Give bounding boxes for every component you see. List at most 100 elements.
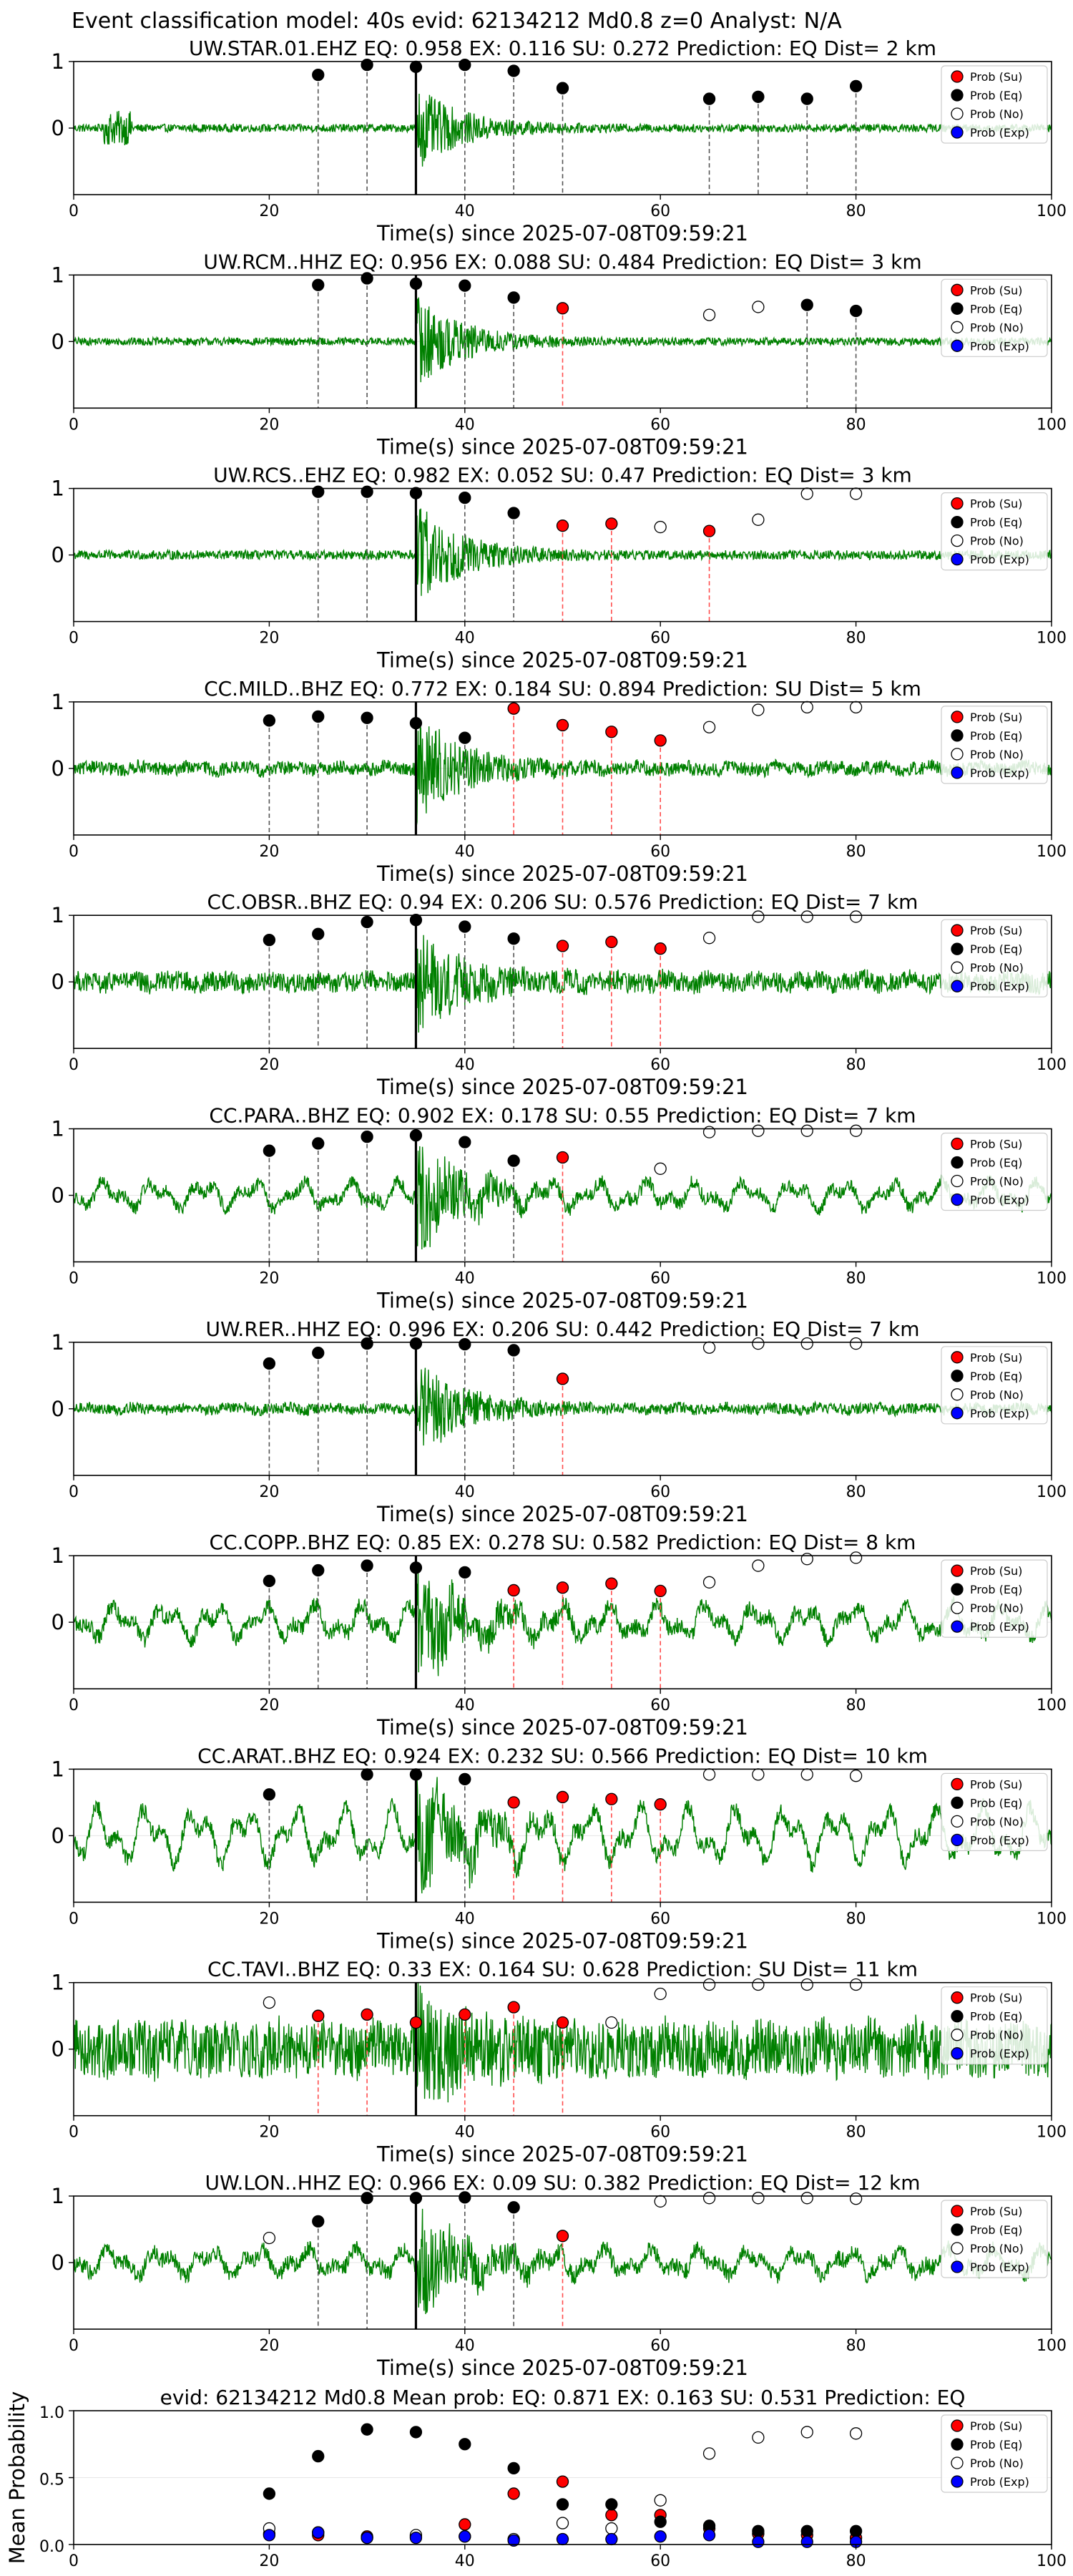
x-tick-label: 60 xyxy=(650,1270,670,1288)
prob-marker-su xyxy=(556,1151,569,1164)
x-tick-label: 100 xyxy=(1037,1270,1067,1288)
x-tick-label: 40 xyxy=(455,2124,475,2142)
panel-6: CC.PARA..BHZ EQ: 0.902 EX: 0.178 SU: 0.5… xyxy=(52,1104,1067,1313)
prob-marker-eq xyxy=(849,79,863,93)
prob-marker-eq xyxy=(409,1129,423,1142)
prob-marker-eq xyxy=(752,90,765,103)
x-tick-label: 80 xyxy=(846,1910,866,1928)
y-tick-label: 0 xyxy=(52,1610,64,1634)
legend-marker-exp xyxy=(951,1193,964,1206)
legend-marker-exp xyxy=(951,1833,964,1847)
mean-prob-marker-exp xyxy=(459,2530,471,2543)
legend-marker-eq xyxy=(951,2438,964,2451)
prob-marker-eq xyxy=(507,1154,520,1167)
prob-marker-no xyxy=(702,308,716,321)
legend-marker-exp xyxy=(951,552,964,566)
waveform-trace xyxy=(74,1568,1052,1677)
x-tick-label: 60 xyxy=(650,1697,670,1714)
y-tick-label: 1 xyxy=(52,2184,64,2208)
legend-marker-su xyxy=(951,70,964,83)
legend-box xyxy=(941,65,1048,144)
x-tick-label: 0 xyxy=(69,1056,79,1074)
prob-marker-su xyxy=(409,2016,423,2029)
prob-marker-no xyxy=(800,1124,813,1137)
legend-label-su: Prob (Su) xyxy=(970,283,1022,297)
x-tick-label: 0 xyxy=(69,1483,79,1501)
prob-marker-su xyxy=(654,1584,667,1598)
prob-marker-su xyxy=(556,940,569,952)
panel-title: UW.LON..HHZ EQ: 0.966 EX: 0.09 SU: 0.382… xyxy=(205,2171,920,2195)
plot-area xyxy=(74,488,1052,622)
x-tick-label: 20 xyxy=(259,1910,279,1928)
prob-marker-eq xyxy=(459,731,471,744)
x-tick-label: 20 xyxy=(259,630,279,648)
mean-prob-marker-eq xyxy=(409,2426,423,2439)
x-tick-label: 0 xyxy=(69,2552,79,2570)
prob-marker-eq xyxy=(312,485,325,498)
mean-prob-marker-exp xyxy=(752,2535,765,2548)
x-tick-label: 0 xyxy=(69,203,79,220)
y-tick-label: 1 xyxy=(52,1971,64,1995)
prob-marker-no xyxy=(702,1768,716,1781)
x-tick-label: 0 xyxy=(69,1910,79,1928)
legend-marker-exp xyxy=(951,339,964,352)
legend-label-no: Prob (No) xyxy=(970,2242,1024,2255)
legend-marker-no xyxy=(951,534,964,547)
prob-marker-su xyxy=(605,935,618,949)
x-tick-label: 80 xyxy=(846,843,866,861)
prob-marker-no xyxy=(800,2192,813,2205)
legend-label-su: Prob (Su) xyxy=(970,1777,1022,1791)
x-tick-label: 20 xyxy=(259,2552,279,2570)
prob-marker-eq xyxy=(459,1566,471,1579)
legend-label-no: Prob (No) xyxy=(970,961,1024,975)
x-tick-label: 20 xyxy=(259,203,279,220)
mean-prob-marker-exp xyxy=(312,2526,325,2539)
x-tick-label: 40 xyxy=(455,843,475,861)
legend-label-no: Prob (No) xyxy=(970,1175,1024,1189)
x-tick-label: 100 xyxy=(1037,1697,1067,1714)
x-tick-label: 0 xyxy=(69,2337,79,2355)
legend-marker-no xyxy=(951,2029,964,2041)
legend-label-eq: Prob (Eq) xyxy=(970,302,1022,316)
legend-marker-no xyxy=(951,1815,964,1828)
mean-prob-marker-exp xyxy=(654,2530,667,2543)
mean-prob-marker-eq xyxy=(556,2498,569,2511)
x-tick-label: 60 xyxy=(650,203,670,220)
prob-marker-eq xyxy=(409,2192,423,2205)
legend-marker-exp xyxy=(951,2047,964,2060)
prob-marker-eq xyxy=(361,485,373,498)
mean-prob-marker-su xyxy=(507,2487,520,2500)
legend-label-no: Prob (No) xyxy=(970,2457,1024,2470)
legend-label-no: Prob (No) xyxy=(970,321,1024,334)
y-tick-label: 1 xyxy=(52,477,64,501)
prob-marker-no xyxy=(849,2192,863,2205)
legend-marker-no xyxy=(951,2242,964,2255)
legend-label-exp: Prob (Exp) xyxy=(970,980,1029,993)
legend-marker-su xyxy=(951,497,964,510)
legend-marker-no xyxy=(951,1174,964,1188)
mean-prob-marker-eq xyxy=(849,2524,863,2537)
mean-prob-marker-eq xyxy=(263,2487,276,2500)
legend-marker-no xyxy=(951,321,964,333)
prob-marker-eq xyxy=(361,1131,373,1143)
panel-9: CC.ARAT..BHZ EQ: 0.924 EX: 0.232 SU: 0.5… xyxy=(52,1744,1067,1953)
waveform-trace xyxy=(74,1982,1052,2103)
x-tick-label: 40 xyxy=(455,2337,475,2355)
x-tick-label: 0 xyxy=(69,1270,79,1288)
mean-prob-marker-exp xyxy=(263,2529,276,2542)
y-axis-label: Mean Probability xyxy=(5,2391,29,2565)
panel-5: CC.OBSR..BHZ EQ: 0.94 EX: 0.206 SU: 0.57… xyxy=(52,890,1067,1099)
x-axis-label: Time(s) since 2025-07-08T09:59:21 xyxy=(376,434,748,459)
plot-area xyxy=(74,1556,1052,1689)
prob-marker-no xyxy=(654,1987,667,2001)
waveform-trace xyxy=(74,1146,1052,1250)
prob-marker-eq xyxy=(459,1136,471,1148)
prob-marker-su xyxy=(654,942,667,955)
prob-marker-eq xyxy=(312,927,325,940)
x-tick-label: 80 xyxy=(846,2552,866,2570)
y-tick-label: 0 xyxy=(52,329,64,353)
legend-box xyxy=(941,2414,1048,2493)
x-tick-label: 40 xyxy=(455,1483,475,1501)
legend-marker-eq xyxy=(951,515,964,529)
prob-marker-su xyxy=(556,1372,569,1385)
